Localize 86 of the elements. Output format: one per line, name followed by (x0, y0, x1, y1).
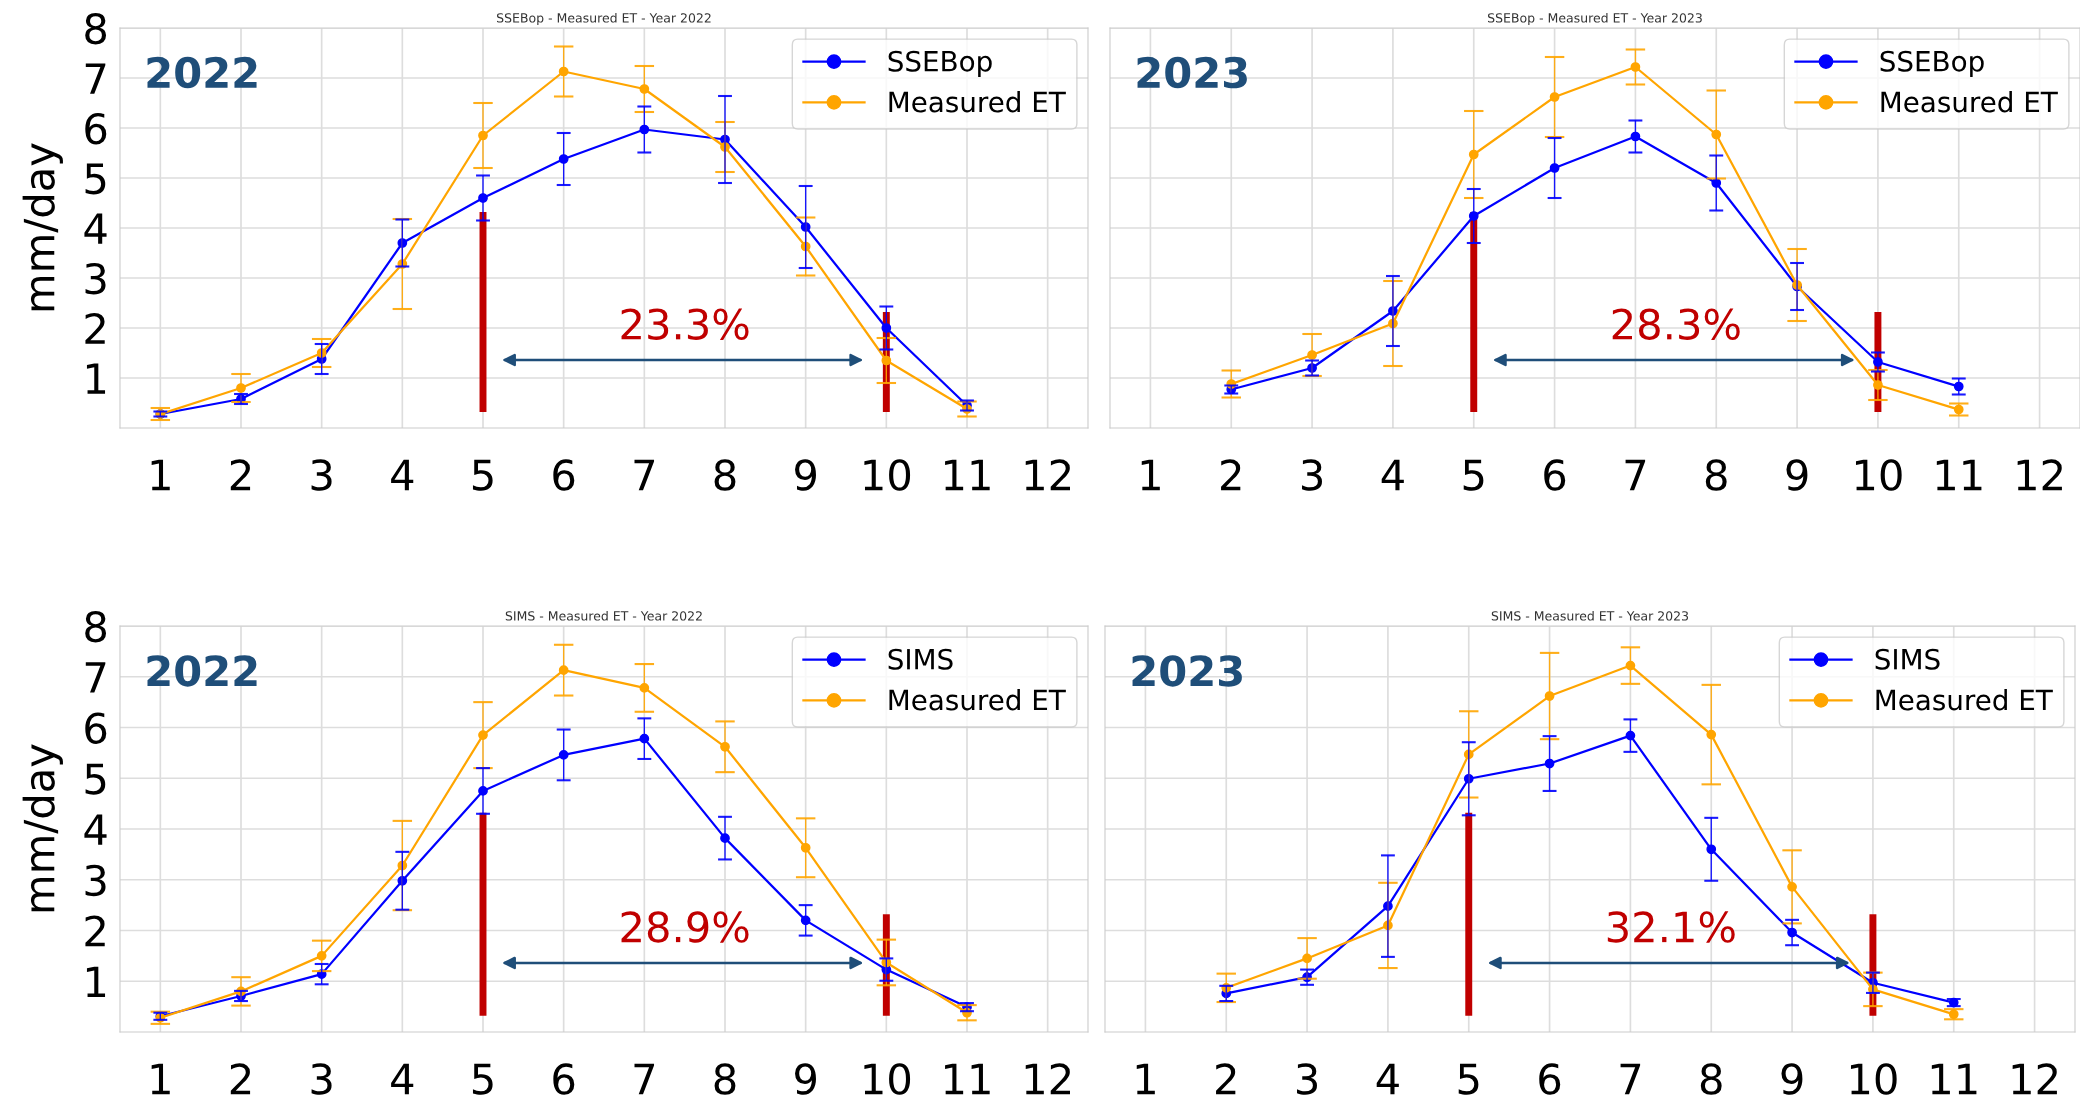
chart-title: SSEBop - Measured ET - Year 2023 (1488, 12, 1702, 26)
x-tick-label: 7 (634, 1063, 655, 1095)
y-tick-label: 5 (85, 763, 106, 795)
legend-label: Measured ET (1876, 688, 2053, 711)
y-tick-label: 2 (85, 915, 105, 947)
x-tick-label: 1 (151, 459, 170, 491)
chart-title: SIMS - Measured ET - Year 2022 (505, 610, 702, 621)
x-tick-label: 2 (1216, 1063, 1236, 1095)
x-tick-label: 1 (151, 1063, 170, 1095)
annotation: 2023 (1137, 56, 1247, 89)
y-tick-label: 5 (85, 163, 106, 195)
x-tick-label: 8 (1700, 1063, 1722, 1095)
y-tick-label: 1 (86, 966, 106, 998)
legend-label: Measured ET (1881, 90, 2058, 113)
chart-title: SIMS - Measured ET - Year 2023 (1491, 610, 1689, 621)
annotation: 28.9% (621, 911, 749, 943)
x-tick-label: 11 (945, 459, 990, 491)
x-tick-label: 4 (1381, 459, 1404, 491)
legend-label: SIMS (1875, 648, 1940, 670)
legend-label: Measured ET (889, 688, 1066, 711)
x-tick-label: 8 (714, 1063, 736, 1095)
y-tick-label: 6 (85, 712, 107, 744)
x-tick-label: 6 (1539, 1063, 1561, 1095)
x-tick-label: 3 (311, 459, 332, 491)
x-tick-label: 4 (391, 459, 414, 491)
y-tick-label: 7 (85, 662, 106, 693)
x-tick-label: 11 (945, 1063, 990, 1095)
x-tick-label: 6 (1544, 459, 1566, 491)
x-tick-label: 2 (230, 459, 251, 491)
x-tick-label: 5 (472, 459, 493, 491)
x-tick-label: 3 (1302, 459, 1322, 491)
x-tick-label: 11 (1931, 1063, 1977, 1095)
x-tick-label: 2 (1221, 459, 1241, 491)
y-tick-label: 2 (85, 312, 105, 344)
annotation: 2023 (1132, 655, 1242, 687)
x-tick-label: 8 (714, 459, 736, 491)
x-tick-label: 6 (553, 1063, 575, 1095)
annotation: 2022 (147, 56, 257, 89)
annotation: 32.1% (1607, 911, 1735, 943)
x-tick-label: 7 (1620, 1063, 1641, 1095)
y-tick-label: 3 (85, 262, 106, 295)
x-tick-label: 7 (634, 459, 655, 491)
annotation: 2022 (147, 655, 257, 687)
x-tick-label: 9 (795, 1063, 816, 1095)
x-tick-label: 11 (1936, 459, 1982, 491)
y-tick-label: 4 (84, 814, 107, 845)
x-tick-label: 3 (311, 1063, 332, 1095)
x-tick-label: 8 (1705, 459, 1727, 491)
y-axis-title: mm/day (22, 143, 63, 311)
y-tick-label: 7 (85, 63, 106, 94)
legend-label: Measured ET (889, 90, 1066, 113)
x-tick-label: 12 (2017, 459, 2062, 491)
x-tick-label: 4 (1376, 1063, 1399, 1095)
x-tick-label: 10 (1850, 1063, 1897, 1095)
x-tick-label: 9 (1781, 1063, 1803, 1095)
x-tick-label: 1 (1136, 1063, 1155, 1095)
x-tick-label: 5 (1458, 1063, 1479, 1095)
x-tick-label: 12 (1025, 459, 1070, 491)
legend-label: SSEBop (1880, 50, 1984, 78)
y-tick-label: 8 (85, 12, 107, 45)
legend-label: SIMS (888, 648, 953, 670)
x-tick-label: 9 (1786, 459, 1808, 491)
y-tick-label: 6 (85, 112, 107, 145)
x-tick-label: 9 (795, 459, 816, 491)
x-tick-label: 12 (2012, 1063, 2057, 1095)
y-tick-label: 1 (86, 363, 106, 394)
annotation: 28.3% (1612, 308, 1740, 340)
y-tick-label: 4 (84, 213, 107, 244)
annotation: 23.3% (621, 308, 749, 340)
x-tick-label: 10 (1855, 459, 1902, 491)
x-tick-label: 1 (1141, 459, 1160, 491)
x-tick-label: 2 (230, 1063, 251, 1095)
x-tick-label: 4 (391, 1063, 414, 1095)
chart-title: SSEBop - Measured ET - Year 2022 (497, 12, 711, 26)
x-tick-label: 5 (1463, 459, 1484, 491)
x-tick-label: 10 (864, 1063, 911, 1095)
x-tick-label: 10 (864, 459, 911, 491)
x-tick-label: 3 (1297, 1063, 1317, 1095)
x-tick-label: 6 (553, 459, 575, 491)
y-tick-label: 3 (85, 864, 106, 897)
x-tick-label: 5 (472, 1063, 493, 1095)
y-axis-title: mm/day (22, 744, 63, 912)
x-tick-label: 7 (1625, 459, 1646, 491)
legend-label: SSEBop (888, 50, 992, 78)
x-tick-label: 12 (1025, 1063, 1070, 1095)
y-tick-label: 8 (85, 610, 107, 643)
